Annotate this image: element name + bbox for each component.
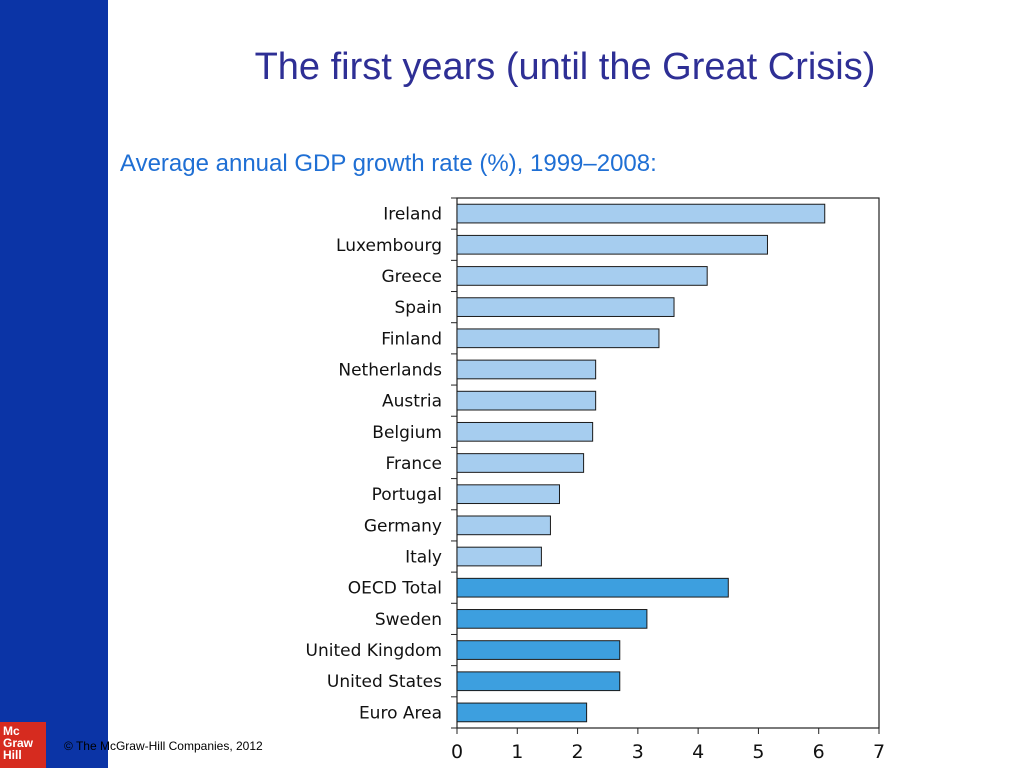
copyright-text: © The McGraw-Hill Companies, 2012 [64, 739, 263, 753]
category-label: Sweden [375, 610, 442, 630]
left-sidebar-band [0, 0, 108, 768]
bar [456, 390, 597, 411]
category-label: United States [327, 672, 442, 692]
category-label: Netherlands [338, 360, 442, 380]
bar [456, 702, 588, 723]
bar [456, 515, 551, 536]
category-label: Luxembourg [336, 236, 442, 256]
category-label: Euro Area [359, 703, 442, 723]
x-tick-label: 2 [572, 741, 584, 763]
x-tick-label: 4 [692, 741, 704, 763]
bar [456, 359, 597, 380]
bar [456, 266, 708, 286]
bar [456, 328, 660, 349]
bar [456, 297, 675, 317]
x-tick-label: 5 [752, 741, 764, 763]
bar [456, 234, 768, 255]
x-tick-label: 6 [813, 741, 825, 763]
bar [456, 453, 585, 473]
bar [456, 609, 648, 629]
bar [456, 640, 621, 660]
category-label: Finland [381, 329, 442, 349]
bar [456, 203, 826, 224]
category-label: OECD Total [348, 579, 442, 599]
bar [456, 671, 621, 692]
category-label: Portugal [372, 485, 442, 505]
slide-title: The first years (until the Great Crisis) [254, 46, 876, 88]
chart-caption: Average annual GDP growth rate (%), 1999… [120, 150, 657, 177]
category-label: Italy [405, 548, 442, 568]
category-label: Belgium [372, 423, 442, 443]
bar [456, 484, 560, 505]
category-label: Austria [382, 392, 442, 412]
bar [456, 546, 542, 567]
bar [456, 577, 729, 598]
category-label: Germany [364, 516, 442, 536]
logo-line: Mc [3, 724, 20, 738]
logo-line: Graw [3, 736, 34, 750]
x-tick-label: 0 [451, 741, 463, 763]
mcgraw-hill-logo: Mc Graw Hill [0, 722, 46, 768]
category-label: Spain [395, 298, 443, 318]
x-tick-label: 3 [632, 741, 644, 763]
category-label: Greece [381, 267, 442, 287]
x-tick-label: 1 [511, 741, 523, 763]
category-label: Ireland [383, 205, 442, 225]
bar [456, 421, 594, 442]
logo-line: Hill [3, 748, 22, 762]
x-tick-label: 7 [873, 741, 885, 763]
category-label: United Kingdom [306, 641, 442, 661]
category-label: France [385, 454, 442, 474]
